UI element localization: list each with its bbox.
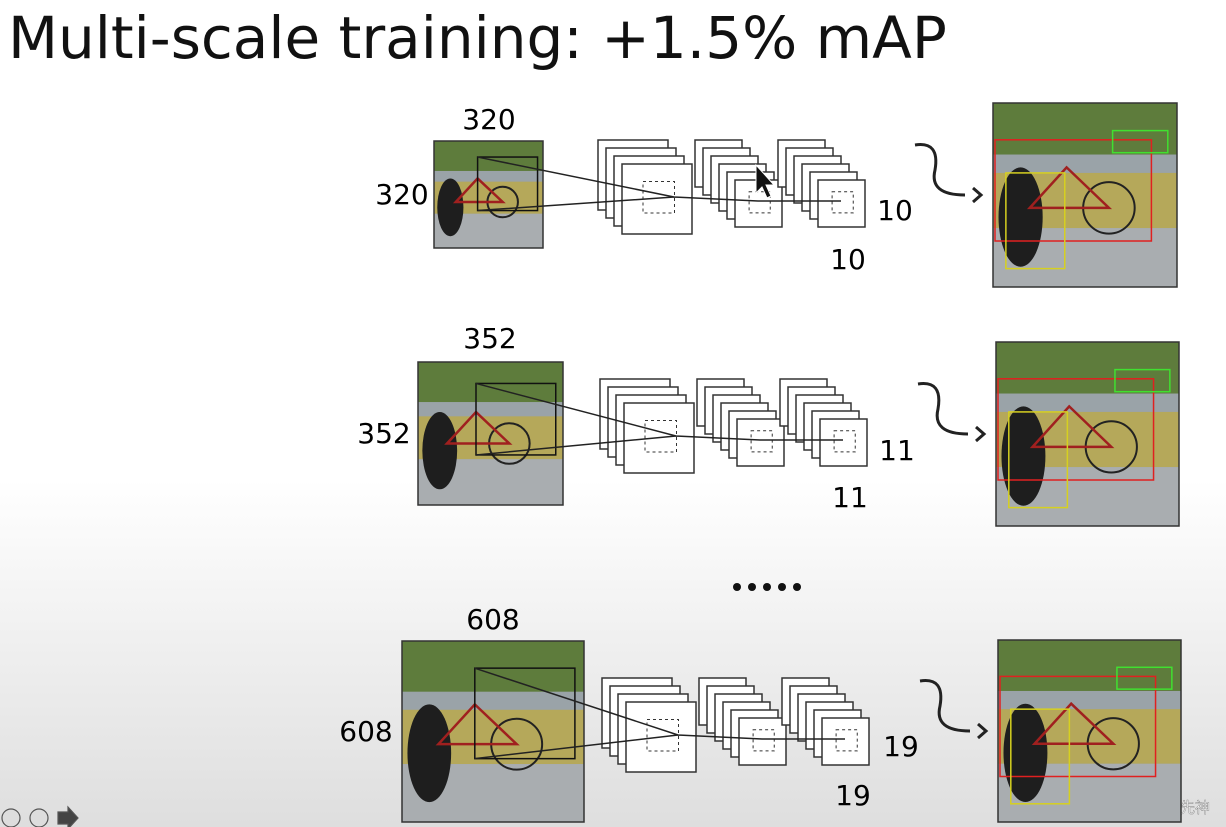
input-size-top: 352: [463, 322, 516, 355]
scale-row: 352 352 11 11: [357, 322, 1180, 527]
input-image: [417, 361, 564, 506]
dog: [422, 412, 458, 490]
receptive-field: [642, 181, 675, 214]
feature-map: [821, 717, 870, 766]
output-size-bottom: 10: [830, 243, 866, 276]
dog: [998, 167, 1043, 267]
frame: [435, 702, 520, 746]
input-image: [401, 640, 585, 823]
bike-box: [997, 378, 1155, 481]
input-size-top: 320: [462, 103, 515, 136]
receptive-field: [748, 191, 771, 214]
output-size-bottom: 19: [835, 779, 871, 812]
car-box: [1111, 129, 1169, 154]
output-size-right: 11: [879, 434, 915, 467]
network: [475, 378, 868, 474]
receptive-field: [646, 719, 679, 752]
input-size-top: 608: [466, 603, 519, 636]
bike-box: [999, 675, 1157, 778]
frame: [1026, 165, 1113, 210]
dog: [1001, 406, 1046, 506]
output-image: [997, 639, 1182, 823]
arrow: [919, 679, 989, 740]
receptive-field: [831, 191, 854, 214]
feature-map: [819, 418, 868, 467]
bike-box: [994, 139, 1153, 242]
border: [401, 640, 585, 823]
trees: [998, 640, 1181, 691]
car-box: [1114, 368, 1171, 393]
trees: [996, 342, 1179, 394]
dog-box: [1005, 172, 1066, 270]
mouse-cursor: [755, 163, 776, 199]
input-size-left: 608: [339, 715, 392, 748]
feature-map: [736, 418, 785, 467]
scale-row: 320 320 10 10: [375, 102, 1178, 288]
dog-box: [1008, 411, 1069, 509]
border: [997, 639, 1182, 823]
dog-box: [1010, 708, 1071, 805]
connection: [477, 156, 841, 212]
input-size-left: 320: [375, 178, 428, 211]
input-size-left: 352: [357, 417, 410, 450]
receptive-field: [750, 430, 773, 453]
trees: [418, 362, 563, 403]
trees: [402, 641, 584, 692]
network: [477, 139, 866, 235]
frame: [452, 176, 506, 204]
connection: [474, 667, 845, 760]
connection: [475, 382, 843, 456]
output-size-right: 19: [883, 730, 919, 763]
border: [995, 341, 1180, 527]
output-image: [995, 341, 1180, 527]
arrow: [917, 382, 987, 443]
dog: [407, 704, 452, 803]
output-image: [992, 102, 1178, 288]
receptive-field: [835, 729, 858, 752]
title: Multi-scale training: +1.5% mAP: [8, 4, 947, 72]
output-size-right: 10: [877, 194, 913, 227]
crop-box: [475, 382, 557, 456]
dog: [437, 178, 464, 237]
car-box: [1116, 666, 1173, 690]
feature-map: [621, 163, 693, 235]
feature-map: [817, 179, 866, 228]
feature-map: [623, 402, 695, 474]
scale-row: 608 608 19 19: [339, 603, 1182, 823]
crop-box: [476, 156, 539, 212]
dog: [1003, 703, 1048, 802]
receptive-field: [833, 430, 856, 453]
arrow: [914, 143, 984, 204]
frame: [444, 410, 513, 445]
input-image: [433, 140, 544, 249]
feature-map: [738, 717, 787, 766]
receptive-field: [644, 420, 677, 453]
player-controls[interactable]: [1, 805, 79, 827]
crop-box: [474, 667, 576, 760]
frame: [1031, 701, 1117, 745]
border: [433, 140, 544, 249]
receptive-field: [752, 729, 775, 752]
trees: [993, 103, 1177, 155]
feature-map: [625, 701, 697, 773]
network: [474, 667, 870, 773]
output-size-bottom: 11: [832, 481, 868, 514]
border: [992, 102, 1178, 288]
frame: [1029, 404, 1115, 449]
ellipsis: [733, 583, 801, 591]
border: [417, 361, 564, 506]
